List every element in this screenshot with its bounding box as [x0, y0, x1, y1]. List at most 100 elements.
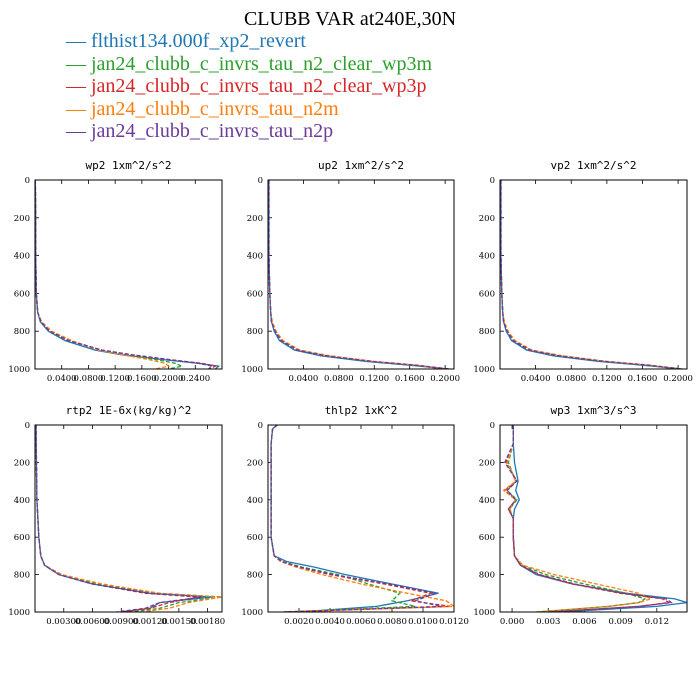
x-tick-label: 0.0800 — [556, 374, 586, 384]
y-tick-label: 200 — [14, 214, 30, 224]
y-tick-label: 1000 — [8, 608, 30, 618]
legend-item: — jan24_clubb_c_invrs_tau_n2_clear_wp3p — [66, 75, 432, 98]
series-group — [268, 180, 450, 369]
series-line-2 — [35, 425, 199, 612]
series-line-4 — [500, 180, 681, 369]
series-group — [502, 425, 687, 612]
series-line-3 — [270, 425, 454, 612]
legend-label: jan24_clubb_c_invrs_tau_n2m — [91, 97, 339, 120]
series-line-4 — [35, 180, 214, 369]
legend-item: — jan24_clubb_c_invrs_tau_n2p — [66, 120, 432, 143]
x-tick-label: 0.1600 — [395, 374, 425, 384]
series-line-0 — [35, 180, 221, 369]
legend-item: — jan24_clubb_c_invrs_tau_n2m — [66, 98, 432, 121]
y-tick-label: 1000 — [8, 365, 30, 375]
y-tick-label: 600 — [479, 289, 495, 299]
y-tick-label: 200 — [14, 458, 30, 468]
x-tick-label: 0.00150 — [161, 617, 196, 627]
series-line-0 — [270, 425, 439, 612]
y-tick-label: 800 — [247, 327, 263, 337]
x-tick-label: 0.2000 — [430, 374, 460, 384]
x-tick-label: 0.0020 — [284, 617, 314, 627]
x-tick-label: 0.0040 — [315, 617, 345, 627]
chart-title: CLUBB VAR at240E,30N — [243, 8, 457, 30]
legend-label: jan24_clubb_c_invrs_tau_n2p — [91, 120, 334, 142]
series-line-3 — [500, 180, 679, 369]
legend-label: jan24_clubb_c_invrs_tau_n2_clear_wp3p — [91, 75, 427, 97]
series-line-4 — [268, 180, 448, 369]
y-tick-label: 800 — [479, 571, 495, 581]
y-tick-label: 800 — [14, 571, 30, 581]
series-line-4 — [35, 425, 203, 612]
legend-dash: — — [66, 97, 91, 120]
panel-frame — [34, 424, 223, 613]
series-line-3 — [35, 425, 222, 612]
x-tick-label: 0.0400 — [521, 374, 551, 384]
series-line-0 — [500, 180, 683, 369]
panel-3: rtp2 1E-6x(kg/kg)^2 0 200 400 600 800 1000 0.00… — [8, 404, 225, 627]
y-tick-label: 400 — [14, 496, 30, 506]
x-tick-label: 0.1600 — [127, 374, 157, 384]
x-tick-label: 0.0100 — [408, 617, 438, 627]
x-tick-label: 0.000 — [500, 617, 524, 627]
panel-title: wp3 1xm^3/s^3 — [550, 404, 636, 417]
y-tick-label: 0 — [490, 176, 495, 186]
series-line-0 — [35, 425, 213, 612]
x-tick-label: 0.00600 — [75, 617, 110, 627]
panel-5: wp3 1xm^3/s^3 0 200 400 600 800 1000 0.000 0.003… — [473, 404, 688, 627]
x-tick-label: 0.00120 — [132, 617, 167, 627]
series-group — [35, 180, 221, 369]
series-line-1 — [500, 180, 679, 369]
series-line-2 — [268, 180, 450, 369]
series-line-4 — [504, 425, 673, 612]
series-line-3 — [268, 180, 446, 369]
y-tick-label: 400 — [479, 496, 495, 506]
y-tick-label: 800 — [14, 327, 30, 337]
y-tick-label: 800 — [479, 327, 495, 337]
series-line-0 — [512, 425, 687, 612]
panel-frame — [267, 424, 455, 613]
y-tick-label: 200 — [247, 214, 263, 224]
legend-dash: — — [66, 30, 91, 52]
x-tick-label: 0.00180 — [190, 617, 225, 627]
y-tick-label: 600 — [247, 533, 263, 543]
y-tick-label: 200 — [479, 458, 495, 468]
legend: — flthist134.000f_xp2_revert — jan24_clu… — [66, 30, 432, 143]
x-tick-label: 0.2000 — [663, 374, 693, 384]
y-tick-label: 800 — [247, 571, 263, 581]
x-tick-label: 0.0400 — [47, 374, 77, 384]
x-tick-label: 0.0400 — [289, 374, 319, 384]
panel-0: wp2 1xm^2/s^2 0 200 400 600 800 1000 0.04000.08… — [8, 159, 223, 384]
y-tick-label: 0 — [25, 421, 30, 431]
series-group — [270, 425, 454, 612]
legend-dash: — — [66, 52, 91, 75]
panel-frame — [499, 179, 688, 370]
panel-frame — [34, 179, 223, 370]
legend-dash: — — [66, 75, 91, 97]
y-tick-label: 200 — [247, 458, 263, 468]
panel-4: thlp2 1xK^2 0 200 400 600 800 1000 0.0020 0.0040… — [241, 404, 469, 627]
y-tick-label: 200 — [479, 214, 495, 224]
x-tick-label: 0.00900 — [104, 617, 139, 627]
y-tick-label: 600 — [247, 289, 263, 299]
x-tick-label: 0.2400 — [180, 374, 210, 384]
series-line-0 — [268, 180, 450, 369]
panel-title: vp2 1xm^2/s^2 — [550, 159, 636, 172]
panel-2: vp2 1xm^2/s^2 0 200 400 600 800 1000 0.0400 0.08… — [473, 159, 693, 384]
series-line-1 — [35, 425, 222, 612]
y-tick-label: 1000 — [473, 365, 495, 375]
x-tick-label: 0.1200 — [592, 374, 622, 384]
y-tick-label: 0 — [490, 421, 495, 431]
x-tick-label: 0.012 — [645, 617, 669, 627]
x-tick-label: 0.0800 — [74, 374, 104, 384]
x-tick-label: 0.1200 — [100, 374, 130, 384]
panel-title: up2 1xm^2/s^2 — [318, 159, 404, 172]
panel-title: thlp2 1xK^2 — [325, 404, 398, 417]
x-tick-label: 0.0120 — [439, 617, 469, 627]
series-line-2 — [35, 180, 218, 369]
series-line-2 — [500, 180, 683, 369]
series-group — [35, 425, 222, 612]
x-tick-label: 0.009 — [608, 617, 632, 627]
y-tick-label: 0 — [258, 176, 263, 186]
panel-title: wp2 1xm^2/s^2 — [85, 159, 171, 172]
